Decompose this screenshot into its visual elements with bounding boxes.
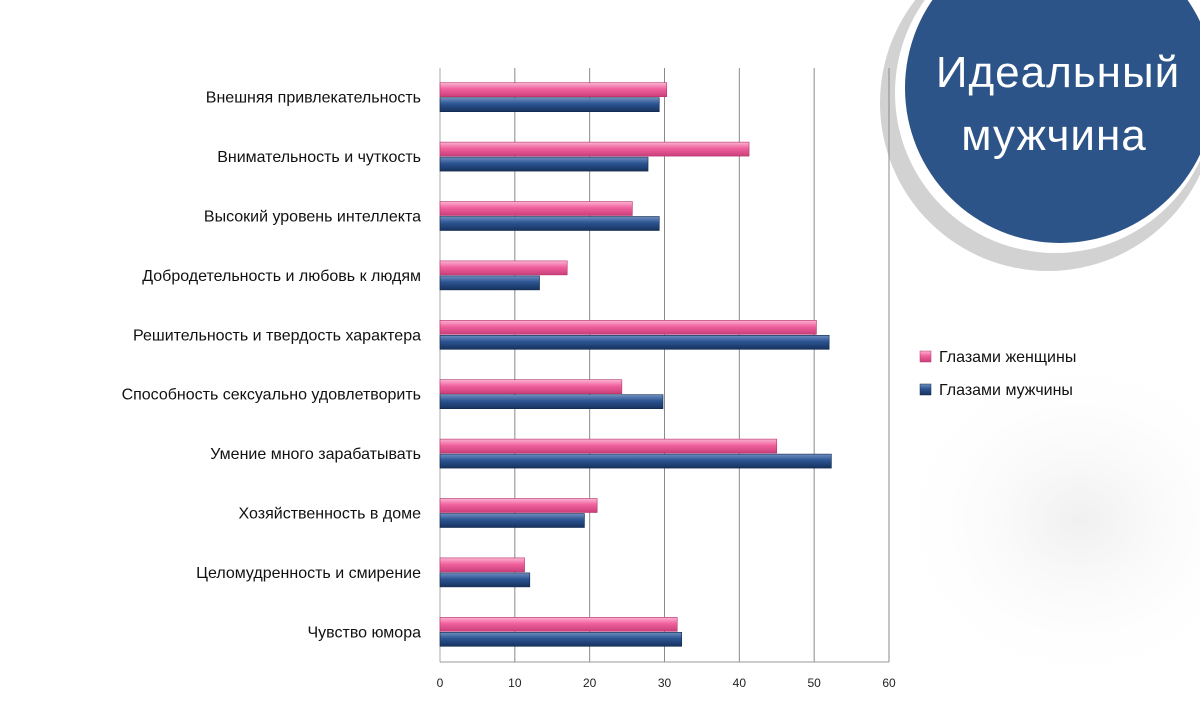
bar-men (439, 275, 540, 291)
bar-men (439, 631, 683, 647)
x-tick-label: 10 (508, 676, 522, 690)
bar-men (439, 513, 585, 528)
legend-label-women: Глазами женщины (939, 349, 1076, 366)
x-tick-label: 40 (733, 676, 747, 690)
legend-item-women: Глазами женщины (919, 349, 1076, 366)
category-label: Чувство юмора (308, 624, 422, 641)
title-badge-circle (905, 0, 1200, 243)
bar-men (439, 334, 830, 350)
category-label: Целомудренность и смирение (196, 565, 421, 582)
category-label: Хозяйственность в доме (239, 506, 422, 523)
x-tick-label: 30 (658, 676, 672, 690)
x-tick-label: 0 (437, 676, 444, 690)
category-label: Внимательность и чуткость (217, 149, 421, 166)
bar-women (439, 438, 778, 454)
bar-women (439, 379, 623, 395)
bar-women (439, 498, 598, 513)
category-label: Умение много зарабатывать (210, 446, 421, 463)
bar-men (439, 97, 660, 112)
legend-swatch-men (919, 383, 932, 396)
x-tick-label: 20 (583, 676, 597, 690)
category-labels: Внешняя привлекательность Внимательность … (122, 90, 422, 642)
category-label: Способность сексуально удовлетворить (122, 387, 421, 404)
bar-women (439, 201, 633, 216)
title-line-1: Идеальный (936, 48, 1180, 97)
legend: Глазами женщины Глазами мужчины (919, 349, 1076, 399)
bar-women (439, 616, 678, 632)
bar-men (439, 572, 531, 588)
bar-men (439, 453, 832, 469)
bar-men (439, 394, 664, 410)
title-line-2: мужчина (961, 111, 1146, 160)
title-badge: Идеальный мужчина (880, 0, 1200, 271)
bar-men (439, 216, 660, 231)
bars (439, 82, 832, 647)
bar-women (439, 260, 568, 276)
bar-women (439, 82, 668, 97)
category-label: Добродетельность и любовь к людям (142, 268, 421, 285)
x-axis-tick-labels: 0 10 20 30 40 50 60 (437, 676, 896, 690)
bar-men (439, 156, 649, 172)
legend-label-men: Глазами мужчины (939, 382, 1073, 399)
bar-women (439, 141, 750, 157)
category-label: Решительность и твердость характера (133, 327, 421, 344)
bar-women (439, 319, 817, 335)
category-label: Высокий уровень интеллекта (204, 209, 421, 226)
background-sheen (890, 350, 1200, 690)
legend-swatch-women (919, 350, 932, 363)
x-tick-label: 50 (807, 676, 821, 690)
category-label: Внешняя привлекательность (206, 90, 421, 107)
x-tick-label: 60 (882, 676, 896, 690)
legend-item-men: Глазами мужчины (919, 382, 1073, 399)
bar-women (439, 557, 525, 573)
